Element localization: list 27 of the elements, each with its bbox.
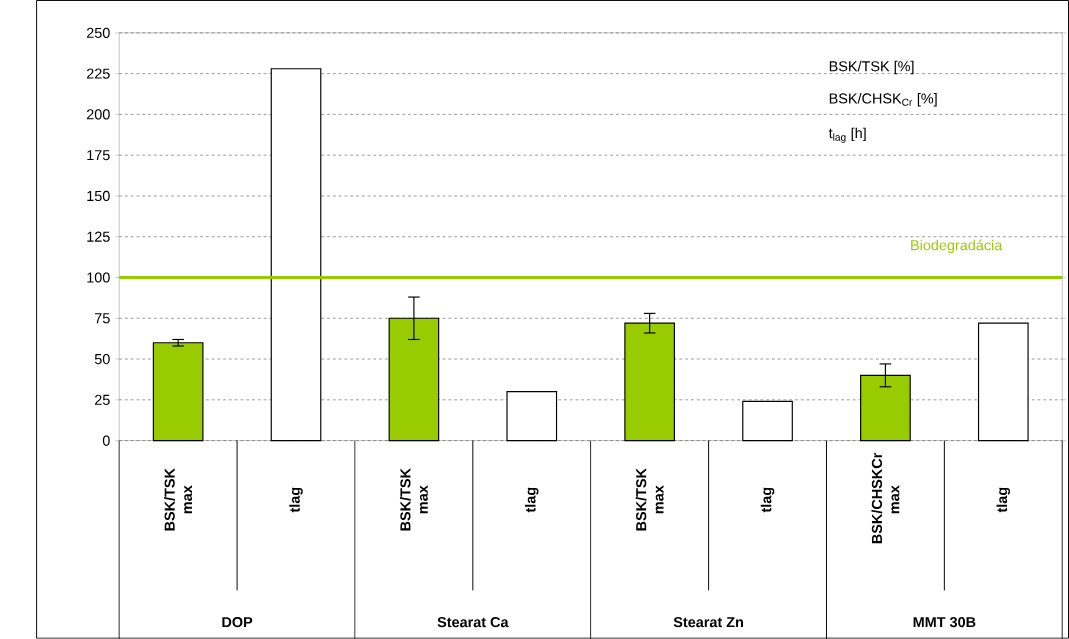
annotation: BSK/CHSK$_{Cr}$ [%] xyxy=(829,92,937,107)
text: DOP xyxy=(222,616,253,628)
y-tick-label: 150 xyxy=(87,190,110,201)
y-tick-label: 250 xyxy=(86,27,110,38)
x-tick-label: tlag xyxy=(996,487,1011,513)
y-tick-label: 25 xyxy=(94,394,110,405)
y-tick-label: 175 xyxy=(87,150,110,161)
text: Stearat Zn xyxy=(673,616,743,628)
y-tick-label: 75 xyxy=(95,313,110,324)
y-tick-label: 125 xyxy=(87,231,110,242)
y-tick-label: 50 xyxy=(94,353,110,365)
y-tick-label: 0 xyxy=(102,435,110,446)
text: MMT 30B xyxy=(913,616,976,628)
x-tick-label: BSK/TSK max xyxy=(164,468,193,531)
y-tick-label: 100 xyxy=(87,272,110,283)
text: Stearat Ca xyxy=(437,616,509,628)
x-tick-label: tlag xyxy=(760,487,775,513)
x-tick-label: tlag xyxy=(289,487,303,513)
y-tick-label: 200 xyxy=(86,109,110,120)
y-tick-label: 225 xyxy=(86,68,110,79)
annotation: BSK/TSK [%] xyxy=(829,60,914,75)
annotation: t$_{lag}$ [h] xyxy=(828,127,866,143)
x-tick-label: BSK/CHSKCr max xyxy=(871,452,900,544)
x-tick-label: BSK/TSK max xyxy=(399,468,428,531)
ref-line-label: Biodegradácia xyxy=(911,239,1003,254)
x-tick-label: tlag xyxy=(525,487,539,513)
x-tick-label: BSK/TSK max xyxy=(635,468,664,531)
